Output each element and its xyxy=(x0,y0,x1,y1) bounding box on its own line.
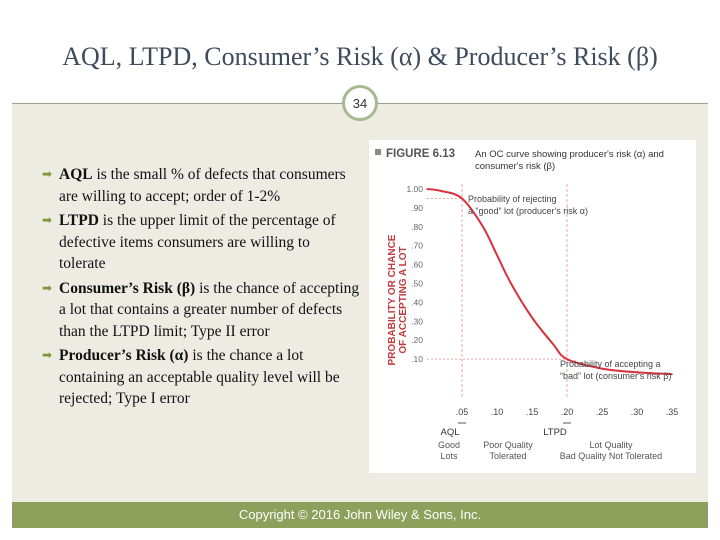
producer-risk-annotation-line2: a “good” lot (producer's risk α) xyxy=(468,206,588,216)
x-tick-label: .20 xyxy=(561,407,574,417)
y-tick-label: .80 xyxy=(411,222,423,232)
y-tick-label: 1.00 xyxy=(406,184,423,194)
y-axis-label-line2: OF ACCEPTING A LOT xyxy=(398,246,409,353)
poor-quality-label-line1: Poor Quality xyxy=(483,440,533,450)
footer-bar: Copyright © 2016 John Wiley & Sons, Inc. xyxy=(12,502,708,528)
x-tick-label: .15 xyxy=(526,407,539,417)
bullet-aql: ➡ AQL is the small % of defects that con… xyxy=(42,164,360,207)
y-tick-label: .40 xyxy=(411,297,423,307)
bullet-term: AQL xyxy=(59,166,93,183)
bullet-text: is the upper limit of the percentage of … xyxy=(59,212,336,272)
consumer-risk-annotation-line2: “bad” lot (consumer's risk β) xyxy=(560,371,671,381)
x-tick-label: .25 xyxy=(596,407,609,417)
lot-quality-label-line1: Lot Quality xyxy=(589,440,633,450)
bullet-icon: ➡ xyxy=(42,167,53,181)
figure-caption-line1: An OC curve showing producer's risk (α) … xyxy=(475,149,664,160)
slide-title: AQL, LTPD, Consumer’s Risk (α) & Produce… xyxy=(62,42,658,71)
ltpd-marker: LTPD xyxy=(543,427,567,438)
good-lots-label-line1: Good xyxy=(438,440,460,450)
lot-quality-label-line2: Bad Quality Not Tolerated xyxy=(560,451,662,461)
y-tick-label: .90 xyxy=(411,203,423,213)
y-tick-label: .20 xyxy=(411,335,423,345)
x-tick-label: .05 xyxy=(456,407,469,417)
consumer-risk-annotation-line1: Probability of accepting a xyxy=(560,359,661,369)
bullet-list: ➡ AQL is the small % of defects that con… xyxy=(42,164,360,413)
bullet-ltpd: ➡ LTPD is the upper limit of the percent… xyxy=(42,210,360,275)
bullet-text: is the chance a lot containing an accept… xyxy=(59,347,340,407)
bullet-icon: ➡ xyxy=(42,280,53,295)
page-number-badge: 34 xyxy=(342,85,378,121)
figure-caption-line2: consumer's risk (β) xyxy=(475,161,555,172)
x-tick-label: .30 xyxy=(631,407,644,417)
figure-label: FIGURE 6.13 xyxy=(386,148,455,160)
y-tick-label: .70 xyxy=(411,241,423,251)
y-tick-label: .10 xyxy=(411,354,423,364)
bullet-term: Producer’s Risk (α) xyxy=(59,347,189,364)
copyright-text: Copyright © 2016 John Wiley & Sons, Inc. xyxy=(238,507,482,522)
bullet-consumer-risk: ➡ Consumer’s Risk (β) is the chance of a… xyxy=(42,278,360,343)
aql-marker: AQL xyxy=(440,427,459,438)
bullet-term: Consumer’s Risk (β) xyxy=(59,279,196,297)
bullet-icon: ➡ xyxy=(42,213,53,227)
bullet-icon: ➡ xyxy=(42,348,53,362)
oc-curve-figure: FIGURE 6.13 An OC curve showing producer… xyxy=(369,140,696,473)
y-tick-label: .50 xyxy=(411,279,423,289)
figure-label-icon xyxy=(375,149,381,155)
oc-curve-line xyxy=(426,188,673,376)
bullet-text: is the chance of accepting a lot that co… xyxy=(59,279,360,340)
x-tick-label: .10 xyxy=(491,407,504,417)
x-tick-label: .35 xyxy=(666,407,679,417)
producer-risk-annotation-line1: Probability of rejecting xyxy=(468,194,557,204)
bullet-text: is the small % of defects that consumers… xyxy=(59,166,346,205)
bullet-producer-risk: ➡ Producer’s Risk (α) is the chance a lo… xyxy=(42,345,360,410)
bullet-term: LTPD xyxy=(59,212,99,229)
y-tick-label: .30 xyxy=(411,316,423,326)
good-lots-label-line2: Lots xyxy=(440,451,458,461)
poor-quality-label-line2: Tolerated xyxy=(489,451,526,461)
y-axis-label-line1: PROBABILITY OR CHANCE xyxy=(387,234,398,365)
y-tick-label: .60 xyxy=(411,260,423,270)
oc-curve-chart: FIGURE 6.13 An OC curve showing producer… xyxy=(375,148,679,461)
